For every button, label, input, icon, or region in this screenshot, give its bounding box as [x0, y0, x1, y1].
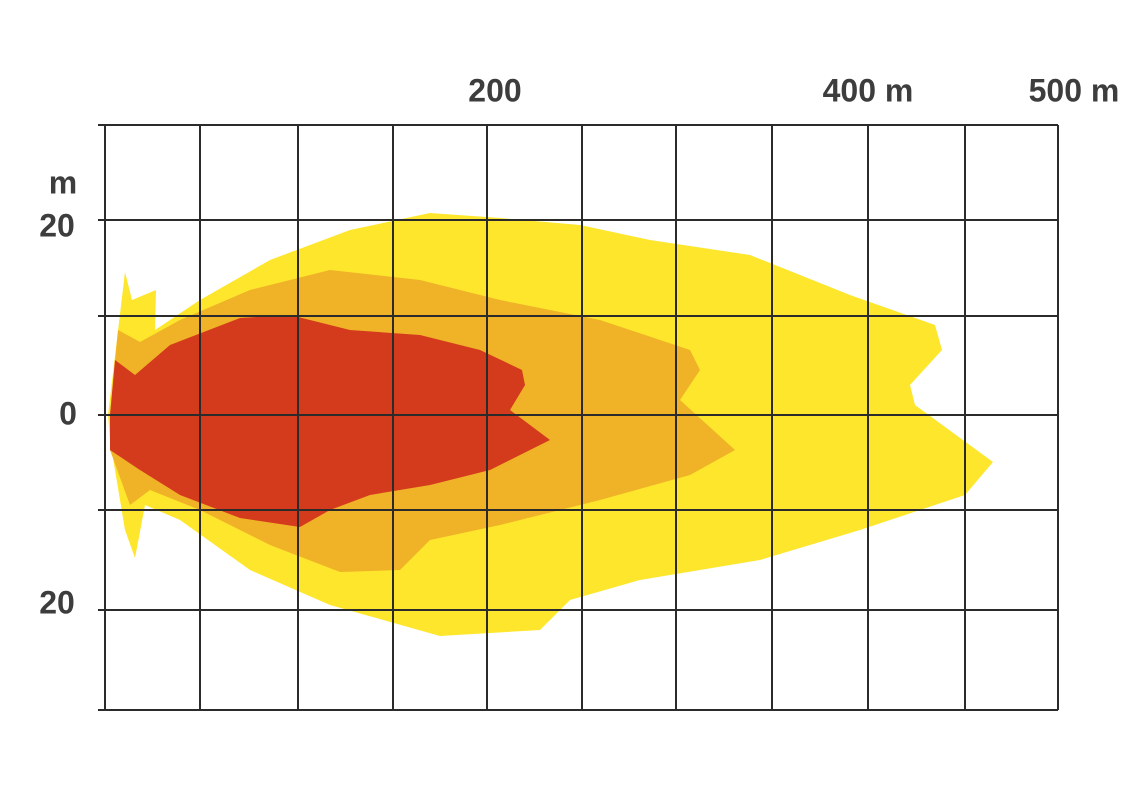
left-label: 20 — [39, 207, 75, 243]
top-label: 500 m — [1029, 72, 1120, 108]
grid — [98, 124, 1059, 711]
left-label: 0 — [59, 395, 77, 431]
top-label: 200 — [468, 72, 521, 108]
beam-shapes — [108, 213, 993, 636]
top-label: 400 m — [823, 72, 914, 108]
left-unit: m — [49, 164, 77, 200]
beam-red — [110, 315, 550, 527]
left-label: 20 — [39, 584, 75, 620]
